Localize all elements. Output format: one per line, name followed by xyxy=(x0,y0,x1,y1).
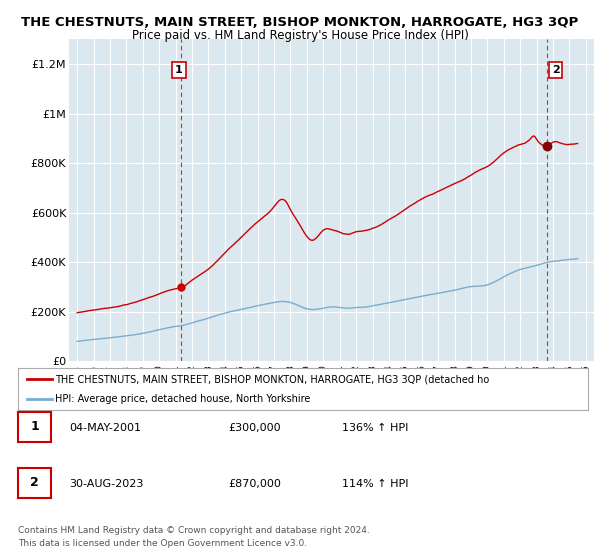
Text: 2: 2 xyxy=(30,477,39,489)
Text: HPI: Average price, detached house, North Yorkshire: HPI: Average price, detached house, Nort… xyxy=(55,394,310,404)
Text: This data is licensed under the Open Government Licence v3.0.: This data is licensed under the Open Gov… xyxy=(18,539,307,548)
Text: 2: 2 xyxy=(552,65,559,75)
Text: £870,000: £870,000 xyxy=(228,479,281,489)
Text: 1: 1 xyxy=(30,421,39,433)
Text: 114% ↑ HPI: 114% ↑ HPI xyxy=(342,479,409,489)
Text: THE CHESTNUTS, MAIN STREET, BISHOP MONKTON, HARROGATE, HG3 3QP: THE CHESTNUTS, MAIN STREET, BISHOP MONKT… xyxy=(22,16,578,29)
Text: THE CHESTNUTS, MAIN STREET, BISHOP MONKTON, HARROGATE, HG3 3QP (detached ho: THE CHESTNUTS, MAIN STREET, BISHOP MONKT… xyxy=(55,374,490,384)
Text: Price paid vs. HM Land Registry's House Price Index (HPI): Price paid vs. HM Land Registry's House … xyxy=(131,29,469,42)
Text: 30-AUG-2023: 30-AUG-2023 xyxy=(69,479,143,489)
Text: Contains HM Land Registry data © Crown copyright and database right 2024.: Contains HM Land Registry data © Crown c… xyxy=(18,526,370,535)
Text: 1: 1 xyxy=(175,65,183,75)
Text: 136% ↑ HPI: 136% ↑ HPI xyxy=(342,423,409,433)
Text: 04-MAY-2001: 04-MAY-2001 xyxy=(69,423,141,433)
Text: £300,000: £300,000 xyxy=(228,423,281,433)
